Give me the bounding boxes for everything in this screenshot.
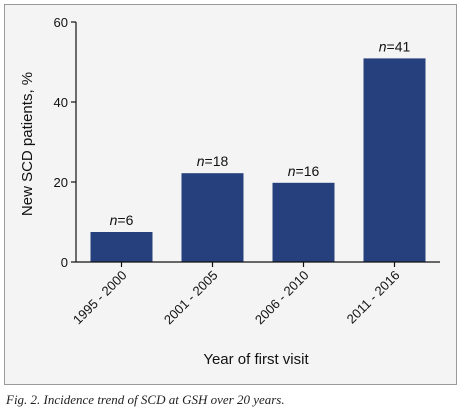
x-tick-label: 1995 - 2000 bbox=[70, 268, 130, 328]
bar bbox=[181, 173, 244, 262]
y-tick-label: 20 bbox=[54, 175, 68, 190]
x-tick-label: 2006 - 2010 bbox=[252, 268, 312, 328]
bar-data-label: n=41 bbox=[379, 38, 411, 54]
data-labels-group: n=6 n=18 n=16 n=41 bbox=[110, 38, 411, 228]
x-tick-label: 2011 - 2016 bbox=[344, 268, 403, 327]
bar-data-label: n=18 bbox=[197, 153, 229, 169]
bars-group bbox=[90, 58, 426, 263]
bar bbox=[272, 182, 335, 262]
bar-chart: n=6 n=18 n=16 n=41 0 20 40 60 1995 - 2000 2001 … bbox=[19, 15, 440, 368]
y-axis-title: New SCD patients, % bbox=[19, 72, 36, 216]
y-tick-label: 0 bbox=[61, 255, 68, 270]
x-tick-label: 2001 - 2005 bbox=[161, 268, 221, 328]
y-tick-label: 40 bbox=[54, 95, 68, 110]
bar bbox=[90, 232, 153, 262]
x-ticks-group: 1995 - 2000 2001 - 2005 2006 - 2010 2011 - … bbox=[70, 262, 403, 327]
bar-data-label: n=6 bbox=[110, 212, 134, 228]
bar bbox=[363, 58, 426, 263]
x-axis-title: Year of first visit bbox=[203, 351, 309, 368]
bar-data-label: n=16 bbox=[288, 163, 320, 179]
y-ticks-group: 0 20 40 60 bbox=[54, 15, 76, 270]
figure-caption: Fig. 2. Incidence trend of SCD at GSH ov… bbox=[6, 392, 285, 407]
y-tick-label: 60 bbox=[54, 15, 68, 30]
